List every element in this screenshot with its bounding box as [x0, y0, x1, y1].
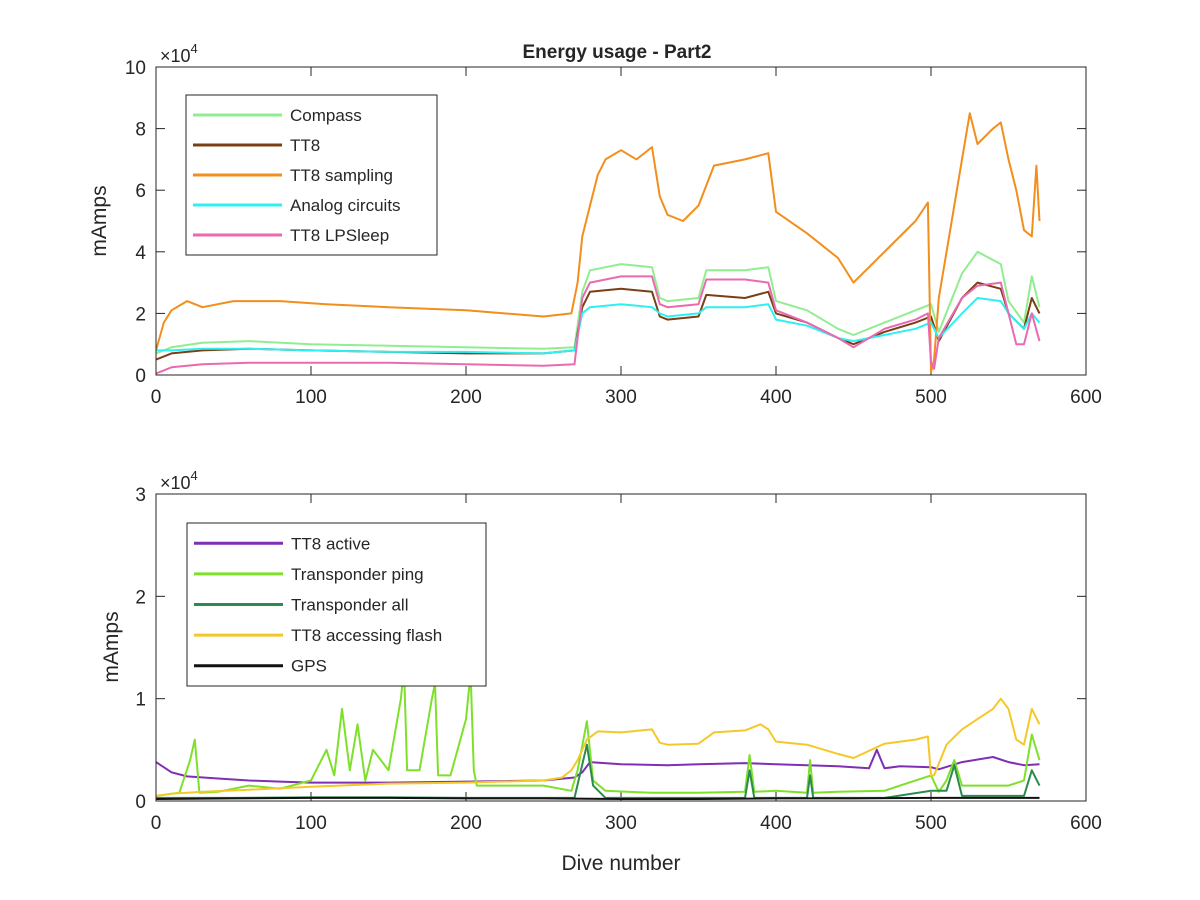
- x-tick-label: 500: [915, 813, 947, 834]
- legend-label-tt8: TT8: [290, 136, 320, 155]
- energy-usage-top-chart: Energy usage - Part2 ×104 mAmps 0 100 200 3…: [88, 41, 1102, 408]
- legend-label-transponder-all: Transponder all: [291, 596, 409, 615]
- legend-label-gps: GPS: [291, 657, 327, 676]
- x-tick-label: 500: [915, 387, 947, 408]
- y-axis-exponent: ×104: [160, 468, 198, 493]
- y-axis-exponent-base: ×10: [160, 46, 191, 66]
- y-tick-label: 2: [135, 587, 146, 608]
- x-tick-label: 400: [760, 387, 792, 408]
- series-line-analog-circuits: [156, 297, 1041, 355]
- series-lines: [156, 112, 1041, 375]
- y-axis-exponent-base: ×10: [160, 473, 191, 493]
- y-tick-label: 8: [135, 120, 146, 141]
- y-axis-label: mAmps: [100, 611, 123, 682]
- legend-label-tt8-active: TT8 active: [291, 534, 370, 553]
- y-tick-label: 3: [135, 485, 146, 506]
- series-lines: [156, 667, 1041, 800]
- legend: Compass TT8 TT8 sampling Analog circuits TT8…: [185, 94, 438, 256]
- x-tick-label: 300: [605, 387, 637, 408]
- energy-usage-bottom-chart: ×104 mAmps Dive number 0 100 200 300 400 500 6…: [100, 468, 1102, 875]
- y-tick-label: 1: [135, 690, 146, 711]
- x-tick-label: 600: [1070, 813, 1102, 834]
- series-line-gps: [156, 796, 1040, 800]
- series-line-tt8-active: [156, 748, 1040, 784]
- legend: TT8 active Transponder ping Transponder al…: [186, 522, 487, 687]
- y-tick-label: 4: [135, 243, 146, 264]
- axes-frame: [155, 66, 1087, 376]
- y-axis-exponent: ×104: [160, 41, 198, 66]
- legend-label-transponder-ping: Transponder ping: [291, 565, 424, 584]
- x-tick-label: 0: [151, 387, 162, 408]
- y-tick-label: 6: [135, 181, 146, 202]
- chart-title: Energy usage - Part2: [522, 42, 711, 63]
- x-tick-label: 100: [295, 387, 327, 408]
- legend-label-compass: Compass: [290, 106, 362, 125]
- legend-label-tt8-sampling: TT8 sampling: [290, 166, 393, 185]
- tick-group: 0 100 200 300 400 500 600 0 1 2 3: [135, 485, 1101, 834]
- legend-label-tt8-accessing-flash: TT8 accessing flash: [291, 626, 442, 645]
- series-line-tt8-sampling: [156, 112, 1041, 373]
- x-tick-label: 0: [151, 813, 162, 834]
- y-tick-label: 10: [125, 58, 146, 79]
- x-tick-label: 300: [605, 813, 637, 834]
- x-tick-label: 600: [1070, 387, 1102, 408]
- series-line-compass: [156, 250, 1041, 355]
- series-line-tt8-lpsleep: [156, 275, 1041, 375]
- y-tick-label: 0: [135, 366, 146, 387]
- tick-group: 0 100 200 300 400 500 600 0 2 4 6 8 10: [125, 58, 1102, 408]
- y-axis-exponent-power: 4: [191, 468, 198, 483]
- axes-frame: [155, 493, 1087, 802]
- y-axis-exponent-power: 4: [191, 41, 198, 56]
- y-tick-label: 0: [135, 792, 146, 813]
- x-tick-label: 100: [295, 813, 327, 834]
- series-line-tt8-accessing-flash: [156, 697, 1041, 797]
- x-axis-label: Dive number: [561, 852, 680, 875]
- x-tick-label: 400: [760, 813, 792, 834]
- legend-label-tt8-lpsleep: TT8 LPSleep: [290, 226, 389, 245]
- series-line-transponder-ping: [156, 667, 1041, 797]
- y-tick-label: 2: [135, 304, 146, 325]
- legend-label-analog-circuits: Analog circuits: [290, 196, 401, 215]
- y-axis-label: mAmps: [88, 185, 111, 256]
- x-tick-label: 200: [450, 813, 482, 834]
- x-tick-label: 200: [450, 387, 482, 408]
